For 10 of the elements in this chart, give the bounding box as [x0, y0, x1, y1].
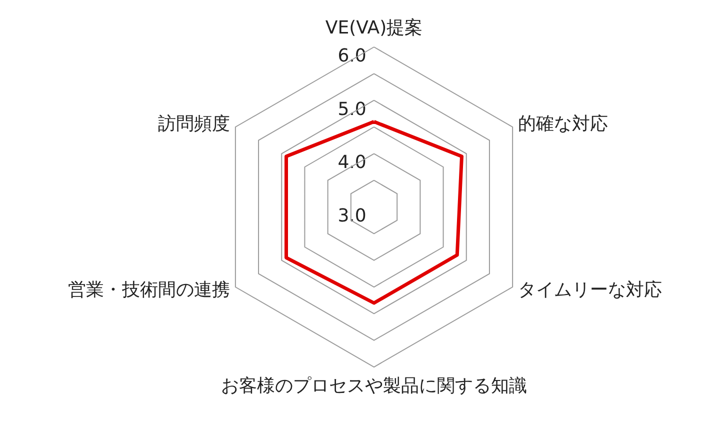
spoke-label: お客様のプロセスや製品に関する知識 — [221, 376, 527, 396]
spoke-label: 営業・技術間の連携 — [68, 280, 230, 300]
spoke-label: 訪問頻度 — [158, 114, 230, 134]
y-tick-label: 5.0 — [338, 98, 366, 120]
y-tick-label: 4.0 — [338, 152, 366, 174]
spoke-label: 的確な対応 — [518, 114, 608, 134]
spoke-label: タイムリーな対応 — [518, 280, 662, 300]
y-tick-label: 3.0 — [338, 206, 366, 226]
y-tick-label: 6.0 — [338, 46, 366, 66]
spoke-label: VE(VA)提案 — [325, 18, 423, 38]
